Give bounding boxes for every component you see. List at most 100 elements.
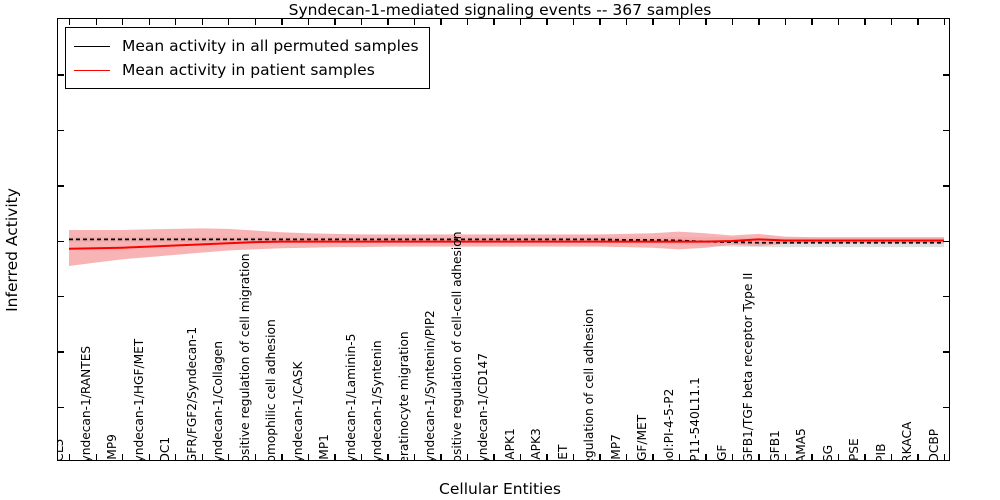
x-tick-mark-31 (890, 19, 893, 25)
category-label-4: SDC1 (157, 436, 172, 461)
y-axis-label: Inferred Activity (3, 188, 21, 312)
x-tick-mark-24 (705, 19, 707, 25)
y-tick-mark-3-r (943, 74, 949, 76)
category-label-14: Syndecan-1/Syntenin/PIP2 (423, 310, 437, 461)
x-tick-mark-26 (758, 19, 760, 25)
y-axis-label-wrapper: Inferred Activity (3, 0, 34, 500)
category-label-26: TGFB1/TGF beta receptor Type II (741, 272, 756, 461)
x-tick-mark-2 (122, 19, 124, 25)
x-tick-mark-16 (493, 454, 495, 460)
category-label-32: PRKACA (900, 421, 915, 461)
y-tick-mark--2 (58, 351, 64, 353)
x-tick-mark-13 (413, 454, 416, 460)
x-tick-mark-30 (864, 454, 866, 460)
y-tick-mark--2-r (943, 351, 949, 353)
chart-legend: Mean activity in all permuted samples Me… (65, 27, 430, 89)
x-tick-mark-25 (731, 19, 734, 25)
x-tick-mark-9 (307, 19, 310, 25)
y-tick-mark-0 (58, 240, 64, 242)
category-label-29: BSG (820, 444, 835, 461)
x-tick-mark-9 (307, 454, 310, 460)
legend-label-permuted: Mean activity in all permuted samples (122, 37, 419, 55)
category-label-7: positive regulation of cell migration (237, 253, 252, 461)
x-tick-mark-7 (254, 19, 256, 25)
category-label-10: MMP1 (316, 434, 331, 461)
x-tick-mark-11 (360, 454, 363, 460)
x-tick-mark-13 (413, 19, 416, 25)
x-tick-mark-28 (811, 19, 813, 25)
x-tick-mark-15 (466, 19, 469, 25)
category-label-6: Syndecan-1/Collagen (210, 340, 225, 461)
x-tick-mark-14 (440, 454, 442, 460)
y-tick-mark-1-r (943, 185, 949, 187)
x-tick-mark-19 (572, 19, 575, 25)
x-tick-mark-27 (784, 19, 787, 25)
x-tick-mark-5 (201, 454, 203, 460)
x-tick-mark-10 (334, 19, 336, 25)
x-tick-mark-1 (95, 19, 97, 25)
category-label-22: HGF/MET (635, 414, 650, 461)
x-tick-mark-3 (148, 19, 150, 25)
x-tick-mark-14 (440, 19, 442, 25)
y-tick-mark--1-r (943, 295, 949, 298)
category-label-18: MAPK3 (529, 428, 544, 461)
x-tick-mark-23 (678, 19, 681, 25)
x-tick-mark-23 (678, 454, 681, 460)
y-tick-mark--3 (58, 406, 64, 409)
x-tick-mark-27 (784, 454, 787, 460)
x-tick-mark-8 (281, 19, 283, 25)
y-tick-mark-3 (58, 74, 64, 76)
x-tick-mark-2 (122, 454, 124, 460)
category-label-13: keratinocyte migration (396, 331, 411, 461)
x-tick-mark-21 (625, 454, 628, 460)
x-tick-mark-18 (546, 19, 548, 25)
x-tick-mark-20 (599, 19, 601, 25)
x-tick-mark-33 (944, 19, 946, 25)
legend-swatch-line-red (74, 69, 110, 71)
x-tick-mark-6 (228, 19, 230, 25)
x-tick-mark-29 (837, 19, 840, 25)
legend-swatch-line-black (74, 45, 110, 47)
category-label-24: RP11-540L11.1 (688, 377, 703, 461)
category-label-31: PPIB (873, 443, 888, 461)
x-tick-mark-22 (652, 19, 654, 25)
category-label-23: mol:PI-4-5-P2 (661, 388, 676, 461)
category-label-1: Syndecan-1/RANTES (78, 345, 93, 461)
x-tick-mark-20 (599, 454, 601, 460)
category-label-5: FGFR/FGF2/Syndecan-1 (184, 326, 199, 461)
category-label-9: Syndecan-1/CASK (290, 361, 305, 461)
x-tick-mark-4 (175, 19, 177, 25)
category-label-17: MAPK1 (502, 428, 517, 461)
y-tick-mark--1 (58, 295, 64, 298)
x-tick-mark-12 (387, 19, 389, 25)
x-tick-mark-1 (95, 454, 97, 460)
category-label-0: CCL5 (57, 438, 66, 461)
series-line-patient (68, 238, 944, 250)
legend-label-patient: Mean activity in patient samples (122, 61, 375, 79)
x-tick-mark-3 (148, 454, 150, 460)
category-label-27: TGFB1 (767, 430, 782, 461)
category-label-33: SDCBP (926, 428, 941, 461)
x-tick-mark-0 (69, 19, 71, 25)
category-label-12: Syndecan-1/Syntenin (369, 340, 384, 461)
category-label-15: positive regulation of cell-cell adhesio… (449, 231, 464, 461)
x-tick-mark-28 (811, 454, 813, 460)
category-label-2: MMP9 (104, 434, 119, 461)
data-series-layer (68, 228, 944, 266)
series-line-permuted (69, 238, 944, 244)
x-tick-mark-17 (519, 19, 522, 25)
x-tick-mark-22 (652, 454, 654, 460)
category-label-16: Syndecan-1/CD147 (476, 352, 491, 461)
y-tick-mark--3-r (943, 406, 949, 409)
x-tick-mark-5 (201, 19, 203, 25)
y-tick-mark-0-r (943, 240, 949, 242)
x-tick-mark-10 (334, 454, 336, 460)
x-tick-mark-8 (281, 454, 283, 460)
x-tick-mark-16 (493, 19, 495, 25)
x-axis-label: Cellular Entities (439, 480, 561, 498)
x-tick-mark-21 (625, 19, 628, 25)
x-tick-mark-11 (360, 19, 363, 25)
plot-area: CCL5 Syndecan-1/RANTES MMP9 Syndecan-1/HGF/… (57, 18, 950, 461)
x-tick-mark-7 (254, 454, 256, 460)
